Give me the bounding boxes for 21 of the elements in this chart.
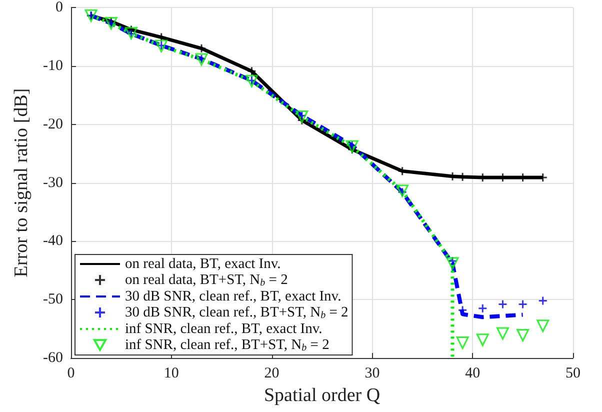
x-tick-label: 30 [364,366,380,382]
x-tick-label: 40 [465,366,480,382]
legend-label: on real data, BT, exact Inv. [125,256,281,272]
y-tick-label: -50 [43,292,63,308]
x-axis-title: Spatial order Q [264,384,380,406]
legend-label: inf SNR, clean ref., BT+ST, Nb = 2 [125,337,330,354]
y-axis-title: Error to signal ratio [dB] [11,88,32,278]
y-tick-label: -60 [43,350,63,366]
legend-label: inf SNR, clean ref., BT, exact Inv. [125,321,322,337]
y-tick-label: -10 [43,58,63,74]
x-tick-label: 10 [164,366,179,382]
y-tick-label: -40 [43,233,63,250]
y-tick-label: -20 [43,116,63,132]
y-tick-label: -30 [43,174,63,191]
x-tick-label: 0 [67,366,75,382]
legend-label: 30 dB SNR, clean ref., BT, exact Inv. [125,288,342,304]
legend-label: 30 dB SNR, clean ref., BT+ST, Nb = 2 [125,304,348,321]
legend-label: on real data, BT+ST, Nb = 2 [125,272,288,288]
y-tick-label: 0 [56,0,63,16]
x-tick-label: 50 [566,366,580,382]
x-tick-label: 20 [264,366,280,382]
